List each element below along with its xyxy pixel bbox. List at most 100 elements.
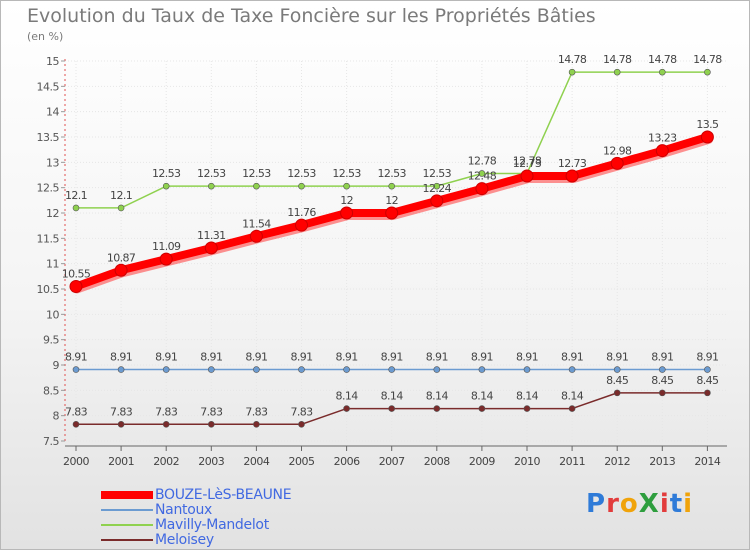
data-label: 12 [385,194,398,207]
legend: BOUZE-LèS-BEAUNE Nantoux Mavilly-Mandelot M… [101,486,292,548]
data-label: 12.53 [332,167,361,180]
data-label: 12.78 [513,154,542,167]
legend-label: BOUZE-LèS-BEAUNE [155,486,292,503]
data-point [162,420,170,428]
data-label: 8.14 [336,390,359,403]
logo-letter: X [638,489,660,519]
chart-title: Evolution du Taux de Taxe Foncière sur l… [27,5,596,27]
data-point [613,389,621,397]
data-label: 12.1 [110,189,132,202]
data-label: 12 [340,194,353,207]
data-label: 12.53 [242,167,271,180]
data-label: 7.83 [155,405,178,418]
data-label: 8.14 [471,390,494,403]
proxiti-logo: ProXiti [586,489,693,519]
data-point [388,366,396,373]
data-point [655,144,669,158]
data-label: 12.53 [152,167,181,180]
logo-letter: t [669,489,684,519]
data-point [249,229,263,243]
data-label: 8.45 [606,374,629,387]
data-label: 8.45 [696,374,719,387]
data-point [298,182,305,190]
y-tick-label: 8 [53,410,60,423]
data-label: 8.91 [651,351,673,364]
data-label: 12.78 [468,154,497,167]
data-label: 8.91 [155,351,177,364]
y-tick-label: 8.5 [43,384,59,397]
data-label: 12.73 [513,157,542,170]
data-label: 8.14 [426,390,449,403]
x-tick-label: 2001 [108,455,134,468]
x-tick-label: 2007 [379,455,405,468]
legend-swatch [101,490,153,499]
x-tick-label: 2002 [153,455,179,468]
data-label: 8.91 [245,351,267,364]
data-point [385,206,399,220]
y-tick-label: 15 [46,55,59,68]
y-tick-label: 13.5 [37,131,60,144]
data-point [388,182,396,190]
logo-letter: r [606,489,620,519]
y-tick-label: 10 [46,308,59,321]
data-point [343,405,350,412]
x-tick-label: 2008 [424,455,450,468]
data-point [613,366,621,373]
data-label: 7.83 [110,405,133,418]
x-tick-label: 2000 [63,455,89,468]
data-point [253,366,260,373]
y-tick-label: 14 [46,106,59,119]
data-label: 8.91 [696,351,718,364]
data-label: 12.53 [377,167,406,180]
data-label: 8.91 [606,351,628,364]
y-tick-label: 9.5 [43,334,59,347]
data-label: 13.5 [696,118,719,131]
data-point [69,279,83,293]
data-point [208,420,215,428]
y-tick-label: 12.5 [37,182,60,195]
data-label: 8.91 [336,351,358,364]
x-tick-label: 2004 [243,455,269,468]
data-point [658,389,666,397]
x-tick-label: 2014 [694,455,720,468]
legend-swatch [101,508,153,511]
data-point [253,182,260,190]
data-label: 8.91 [200,351,222,364]
data-label: 14.78 [603,53,632,66]
data-label: 12.24 [423,182,452,195]
data-point [208,366,215,373]
data-point [72,204,80,212]
data-label: 14.78 [648,53,677,66]
data-point [340,206,354,220]
data-point [159,252,173,266]
y-tick-label: 13 [46,156,59,169]
data-point [433,366,441,373]
data-label: 14.78 [693,53,722,66]
y-tick-label: 11 [46,258,59,271]
data-point [204,241,218,255]
data-point [478,170,486,177]
data-point [117,366,125,373]
x-tick-label: 2013 [649,455,675,468]
data-label: 14.78 [558,53,587,66]
data-label: 12.98 [603,144,632,157]
data-label: 12.53 [197,167,226,180]
legend-label: Nantoux [155,501,213,518]
data-point [565,169,579,183]
y-tick-label: 11.5 [37,232,60,245]
y-tick-label: 9 [53,359,60,372]
data-label: 7.83 [290,405,313,418]
data-point [700,130,714,144]
data-point [117,204,125,212]
x-tick-label: 2012 [604,455,630,468]
data-point [523,366,531,373]
data-label: 13.23 [648,132,677,145]
logo-letter: i [659,489,670,519]
data-label: 8.91 [426,351,448,364]
data-point [72,420,80,428]
data-point [433,182,441,190]
data-point [298,420,305,428]
data-point [478,366,486,373]
